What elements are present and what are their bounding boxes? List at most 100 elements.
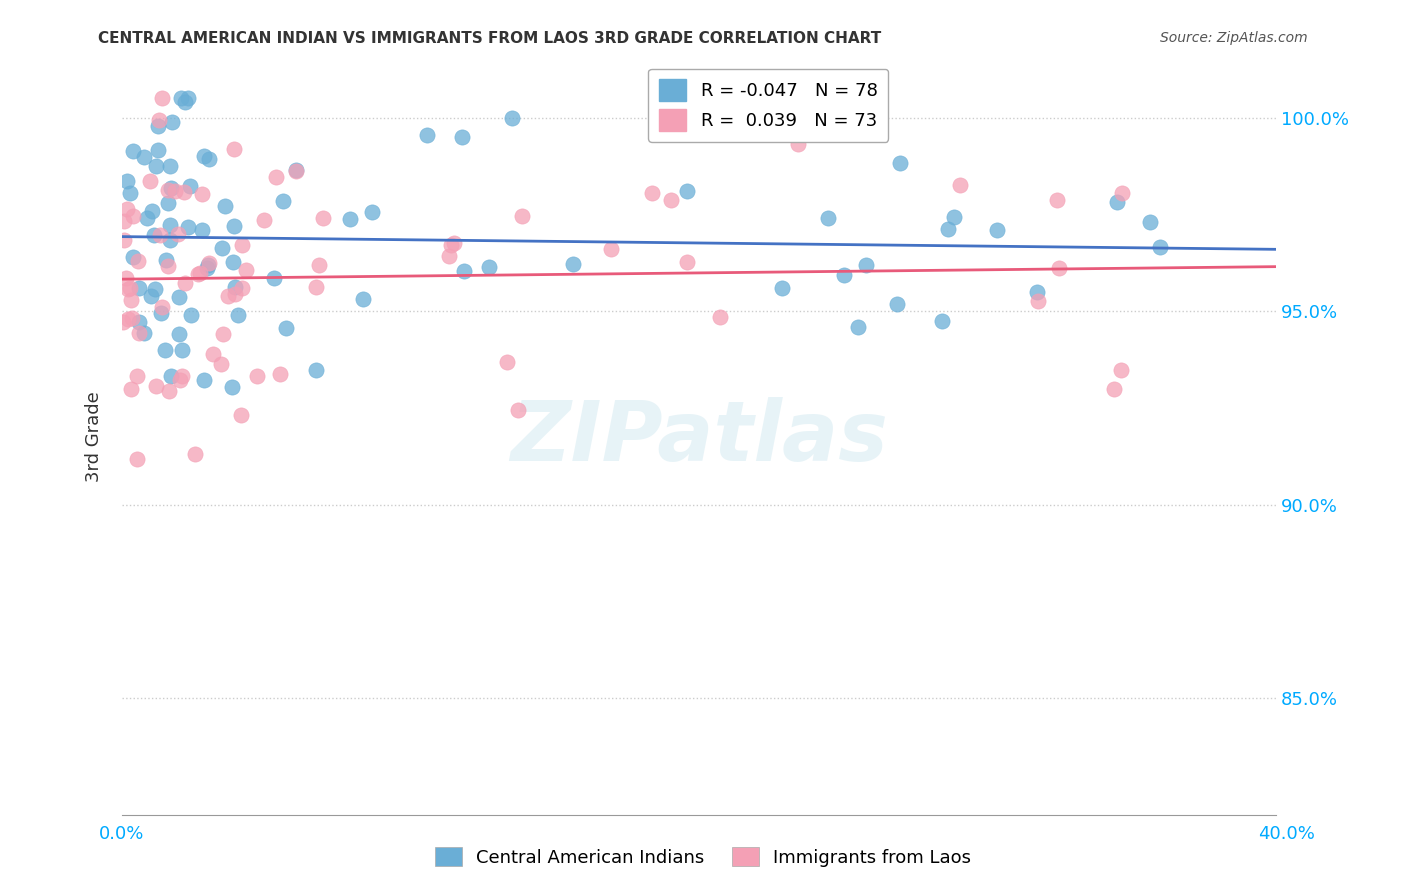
Point [659, 193, 682, 207]
Point [188, 266, 211, 280]
Point [159, 181, 181, 195]
Point [786, 137, 808, 152]
Point [308, 258, 330, 272]
Legend: R = -0.047   N = 78, R =  0.039   N = 73: R = -0.047 N = 78, R = 0.039 N = 73 [648, 69, 889, 142]
Point [1104, 382, 1126, 396]
Point [128, 281, 150, 295]
Point [195, 261, 218, 276]
Point [141, 288, 163, 302]
Point [177, 219, 200, 234]
Point [148, 112, 170, 127]
Point [1149, 239, 1171, 253]
Point [437, 249, 460, 263]
Point [160, 368, 183, 383]
Point [453, 264, 475, 278]
Point [224, 287, 246, 301]
Point [114, 270, 136, 285]
Point [855, 258, 877, 272]
Point [222, 142, 245, 156]
Point [222, 255, 245, 269]
Point [112, 315, 135, 329]
Point [1026, 285, 1049, 299]
Point [501, 112, 523, 126]
Point [125, 451, 148, 466]
Point [172, 343, 194, 357]
Point [221, 380, 243, 394]
Point [169, 373, 191, 387]
Point [235, 263, 257, 277]
Point [159, 233, 181, 247]
Point [173, 185, 195, 199]
Point [143, 228, 166, 243]
Point [149, 228, 172, 243]
Point [136, 211, 159, 226]
Point [231, 237, 253, 252]
Point [150, 300, 173, 314]
Point [562, 257, 585, 271]
Point [148, 119, 170, 133]
Point [675, 255, 697, 269]
Point [115, 202, 138, 217]
Point [222, 219, 245, 234]
Point [263, 271, 285, 285]
Point [246, 369, 269, 384]
Point [269, 367, 291, 381]
Point [193, 373, 215, 387]
Point [339, 211, 361, 226]
Point [936, 222, 959, 236]
Point [180, 308, 202, 322]
Point [198, 152, 221, 166]
Point [174, 277, 197, 291]
Point [122, 250, 145, 264]
Point [163, 185, 186, 199]
Point [134, 326, 156, 340]
Point [120, 293, 142, 307]
Point [209, 357, 232, 371]
Point [451, 130, 474, 145]
Point [167, 227, 190, 241]
Point [312, 211, 335, 226]
Point [120, 382, 142, 396]
Point [284, 164, 307, 178]
Point [217, 288, 239, 302]
Point [676, 184, 699, 198]
Text: 0.0%: 0.0% [98, 825, 143, 843]
Point [496, 355, 519, 369]
Point [416, 128, 439, 142]
Point [191, 223, 214, 237]
Point [506, 402, 529, 417]
Point [352, 292, 374, 306]
Point [1026, 293, 1049, 308]
Point [141, 204, 163, 219]
Point [167, 289, 190, 303]
Point [229, 408, 252, 422]
Point [931, 314, 953, 328]
Point [118, 281, 141, 295]
Point [193, 149, 215, 163]
Point [252, 213, 274, 227]
Legend: Central American Indians, Immigrants from Laos: Central American Indians, Immigrants fro… [427, 840, 979, 874]
Point [155, 252, 177, 267]
Point [202, 346, 225, 360]
Point [231, 281, 253, 295]
Point [770, 281, 793, 295]
Point [285, 162, 308, 177]
Point [159, 219, 181, 233]
Point [150, 91, 173, 105]
Point [170, 368, 193, 383]
Point [264, 169, 287, 184]
Point [305, 363, 328, 377]
Point [156, 259, 179, 273]
Point [274, 321, 297, 335]
Point [226, 308, 249, 322]
Point [211, 241, 233, 255]
Point [157, 384, 180, 399]
Point [886, 296, 908, 310]
Point [134, 149, 156, 163]
Point [157, 183, 180, 197]
Point [157, 196, 180, 211]
Point [145, 379, 167, 393]
Point [117, 282, 139, 296]
Point [709, 310, 731, 324]
Point [443, 235, 465, 250]
